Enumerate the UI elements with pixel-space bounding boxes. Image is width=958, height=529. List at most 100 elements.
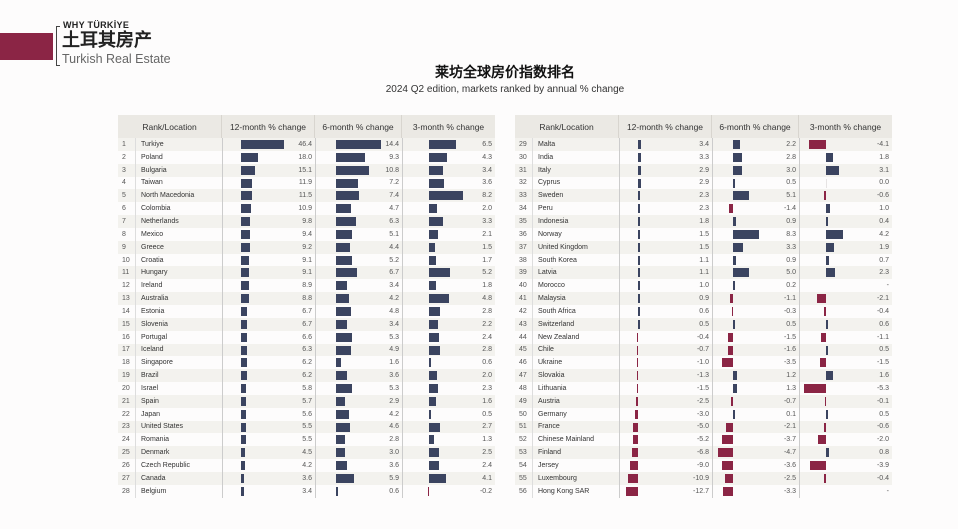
bar-m12 (241, 281, 250, 291)
location-cell: Iceland (135, 343, 222, 357)
change-cell-m3: 3.1 (799, 163, 892, 177)
table-row: 34 Peru 2.3 -1.4 1.0 (515, 202, 892, 216)
bar-m3 (429, 242, 436, 252)
location-cell: Jersey (532, 459, 619, 472)
bar-m6 (336, 165, 370, 175)
table-row: 40 Morocco 1.0 0.2 - (515, 279, 892, 293)
bar-m3 (826, 268, 836, 278)
bar-m12 (241, 255, 250, 265)
location-cell: United Kingdom (532, 240, 619, 254)
value-label: 3.6 (389, 462, 399, 470)
change-cell-m3: -0.4 (799, 471, 892, 485)
bar-m6 (733, 255, 736, 265)
value-label: 1.8 (879, 153, 889, 161)
value-label: 1.1 (699, 269, 709, 277)
change-cell-m12: -6.8 (619, 446, 712, 460)
change-cell-m3: 0.5 (799, 343, 892, 357)
change-cell-m3: 2.3 (402, 382, 495, 395)
value-label: 9.1 (302, 256, 312, 264)
bar-m12 (241, 178, 253, 188)
location-cell: Hong Kong SAR (532, 484, 619, 498)
bar-m6 (336, 345, 352, 355)
value-label: 2.0 (482, 205, 492, 213)
change-cell-m6: -1.4 (712, 202, 799, 216)
bar-m3 (429, 306, 441, 316)
value-label: 2.0 (482, 372, 492, 380)
bar-m3 (809, 140, 826, 149)
change-cell-m6: 6.7 (315, 266, 402, 280)
change-cell-m3: 0.5 (402, 407, 495, 421)
change-cell-m12: 9.4 (222, 227, 315, 241)
bar-m12 (241, 461, 245, 471)
change-cell-m12: 1.5 (619, 227, 712, 241)
table-header: Rank/Location 12-month % change 6-month % … (118, 115, 495, 138)
change-cell-m3: 2.3 (799, 266, 892, 280)
rank-cell: 19 (122, 372, 130, 380)
change-cell-m12: 4.5 (222, 446, 315, 460)
change-cell-m3: 1.8 (799, 150, 892, 164)
table-row: 53 Finland -6.8 -4.7 0.8 (515, 446, 892, 460)
change-cell-m6: 1.2 (712, 369, 799, 383)
value-label: 4.2 (879, 230, 889, 238)
value-label: 5.9 (389, 474, 399, 482)
value-label: -0.4 (696, 333, 709, 341)
value-label: 3.6 (302, 474, 312, 482)
value-label: 1.3 (482, 436, 492, 444)
rank-cell: 39 (519, 269, 527, 277)
change-cell-m12: 1.5 (619, 240, 712, 254)
table-row: 42 South Africa 0.6 -0.3 -0.4 (515, 304, 892, 318)
value-label: 6.5 (482, 140, 492, 148)
change-cell-m3: 2.8 (402, 304, 495, 318)
rank-cell: 47 (519, 372, 527, 380)
bar-m12 (636, 358, 638, 368)
bar-m6 (733, 191, 749, 201)
change-cell-m3: 3.6 (402, 176, 495, 190)
table-row: 1 Turkiye 46.4 14.4 6.5 (118, 138, 495, 151)
value-label: 3.4 (389, 320, 399, 328)
table-row: 33 Sweden 2.3 5.1 -0.6 (515, 189, 892, 203)
bar-m3 (817, 294, 826, 304)
table-row: 13 Australia 8.8 4.2 4.8 (118, 292, 495, 305)
bar-m12 (638, 204, 641, 214)
value-label: 5.1 (389, 230, 399, 238)
table-row: 20 Israel 5.8 5.3 2.3 (118, 382, 495, 395)
location-cell: Cyprus (532, 176, 619, 190)
rank-cell: 36 (519, 230, 527, 238)
table-row: 29 Malta 3.4 2.2 -4.1 (515, 138, 892, 151)
value-label: -0.4 (876, 474, 889, 482)
rank-cell: 40 (519, 282, 527, 290)
table-row: 26 Czech Republic 4.2 3.6 2.4 (118, 459, 495, 472)
change-cell-m3: - (799, 484, 892, 498)
rank-cell: 21 (122, 397, 130, 405)
rank-cell: 11 (122, 269, 130, 277)
table-row: 24 Romania 5.5 2.8 1.3 (118, 433, 495, 447)
bar-m3 (826, 217, 828, 227)
bar-m3 (826, 229, 844, 239)
value-label: 0.5 (879, 410, 889, 418)
location-cell: Peru (532, 202, 619, 216)
value-label: 0.6 (482, 359, 492, 367)
bar-m6 (733, 384, 738, 394)
change-cell-m3: 0.6 (402, 356, 495, 370)
value-label: 9.1 (302, 269, 312, 277)
change-cell-m12: -12.7 (619, 484, 712, 498)
value-label: -6.8 (696, 449, 709, 457)
rank-cell: 42 (519, 307, 527, 315)
bar-m3 (429, 422, 441, 432)
location-cell: Spain (135, 394, 222, 408)
bar-m12 (638, 165, 641, 175)
table-row: 41 Malaysia 0.9 -1.1 -2.1 (515, 292, 892, 305)
table-row: 21 Spain 5.7 2.9 1.6 (118, 394, 495, 408)
value-label: 15.1 (298, 166, 312, 174)
header-m6: 6-month % change (315, 115, 402, 138)
bar-m12 (241, 435, 247, 445)
value-label: 0.5 (879, 346, 889, 354)
bar-m6 (336, 319, 347, 329)
change-cell-m12: 2.9 (619, 163, 712, 177)
value-label: -1.5 (876, 359, 889, 367)
bar-m12 (631, 448, 638, 458)
rank-cell: 8 (122, 230, 126, 238)
change-cell-m12: 6.2 (222, 356, 315, 370)
change-cell-m3: 1.3 (402, 433, 495, 447)
value-label: 9.2 (302, 243, 312, 251)
